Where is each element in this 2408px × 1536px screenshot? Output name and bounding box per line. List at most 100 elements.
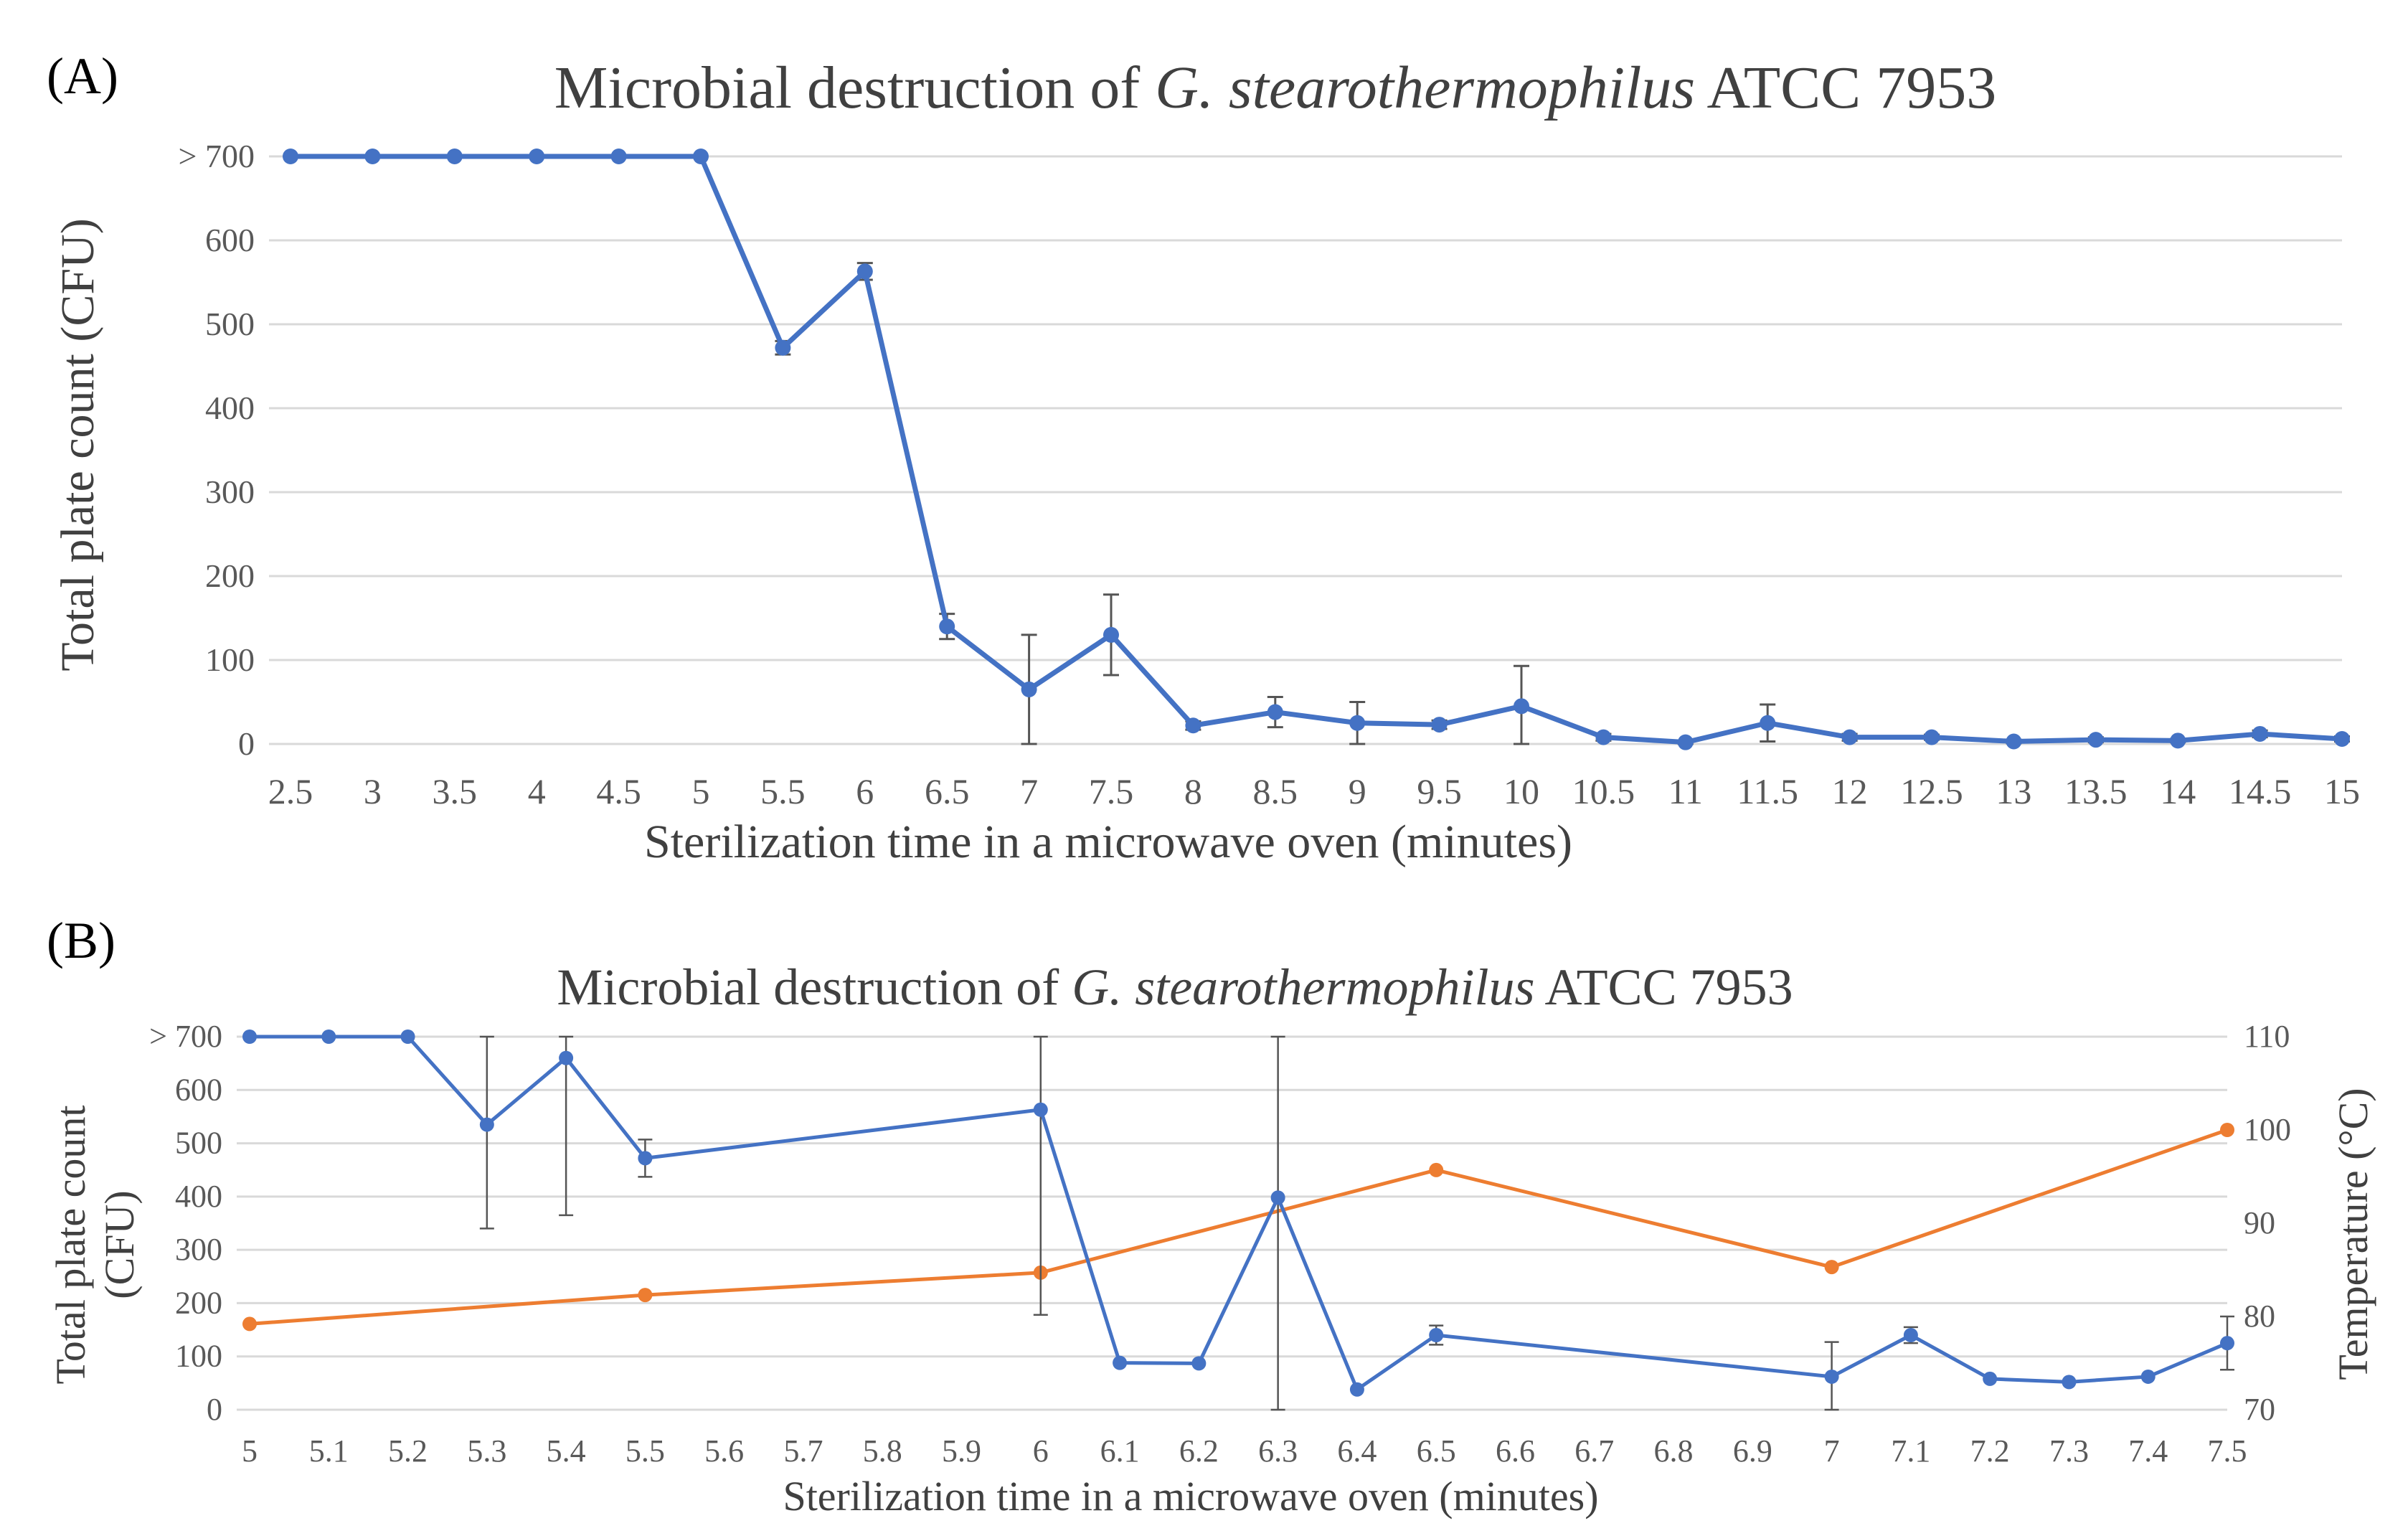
y-axis-ticks-a: 0 100 200 300 400 500 600 > 700 [179, 138, 255, 762]
panel-label-b: (B) [47, 912, 115, 969]
data-point-a [1431, 717, 1448, 733]
data-point-plate-count-b [242, 1030, 257, 1044]
data-point-a [2334, 730, 2350, 747]
x-tick-label-b: 7 [1824, 1433, 1840, 1469]
y-right-tick-label-b: 80 [2244, 1299, 2275, 1334]
data-point-a [1021, 681, 1037, 697]
data-point-plate-count-b [1191, 1356, 1207, 1371]
y-axis-label-b-line2: (CFU) [96, 1190, 143, 1299]
data-point-temperature-b [638, 1288, 653, 1303]
x-tick-label-b: 7.4 [2128, 1433, 2168, 1469]
data-point-plate-count-b [1903, 1328, 1918, 1342]
gridlines-b [237, 1035, 2227, 1411]
data-point-a [1349, 715, 1366, 731]
x-tick-label-a: 4 [528, 771, 546, 811]
y-tick-label-a: 200 [205, 557, 255, 594]
panel-label-a: (A) [47, 47, 118, 105]
x-tick-label-a: 12 [1832, 771, 1868, 811]
x-tick-label-a: 8.5 [1253, 771, 1298, 811]
y-tick-label-b: 300 [175, 1232, 222, 1267]
x-tick-label-a: 3.5 [433, 771, 478, 811]
data-point-plate-count-b [321, 1030, 336, 1044]
chart-panel-b: (B) Microbial destruction of G. stearoth… [47, 912, 2376, 1519]
x-tick-label-a: 14.5 [2229, 771, 2292, 811]
data-point-a [1103, 626, 1119, 643]
x-tick-label-b: 6.7 [1574, 1433, 1614, 1469]
data-point-plate-count-b [2220, 1336, 2234, 1351]
y-right-tick-label-b: 70 [2244, 1392, 2275, 1427]
x-axis-ticks-b: 5 5.1 5.2 5.3 5.4 5.5 5.6 5.7 5.8 5.9 6 6.1 6.2 6.3 6.… [242, 1433, 2247, 1469]
x-tick-label-a: 11.5 [1737, 771, 1798, 811]
chart-title-a-part3: ATCC 7953 [1695, 55, 1996, 121]
data-point-plate-count-b [400, 1030, 415, 1044]
x-tick-label-a: 12.5 [1900, 771, 1963, 811]
data-point-a [1760, 715, 1776, 731]
data-point-temperature-b [2220, 1123, 2234, 1137]
x-tick-label-b: 6.8 [1654, 1433, 1694, 1469]
x-tick-label-b: 5.2 [388, 1433, 428, 1469]
x-tick-label-b: 7.5 [2208, 1433, 2247, 1469]
chart-title-b-part1: Microbial destruction of [557, 958, 1072, 1016]
x-tick-label-b: 5.4 [547, 1433, 586, 1469]
error-bar-b [479, 1035, 494, 1230]
y-tick-label-a: 500 [205, 306, 255, 342]
x-tick-label-a: 5.5 [760, 771, 806, 811]
y-tick-label-b: 400 [175, 1179, 222, 1214]
x-tick-label-a: 13.5 [2064, 771, 2128, 811]
x-tick-label-b: 7.1 [1891, 1433, 1930, 1469]
x-tick-label-b: 5.9 [942, 1433, 981, 1469]
x-tick-label-a: 6 [856, 771, 874, 811]
chart-title-a: Microbial destruction of G. stearothermo… [554, 55, 1996, 121]
data-point-temperature-b [1824, 1260, 1839, 1275]
chart-title-b: Microbial destruction of G. stearothermo… [557, 958, 1793, 1016]
y-axis-right-ticks-b: 70 80 90 100 110 [2244, 1019, 2291, 1427]
x-axis-label-b: Sterilization time in a microwave oven (… [783, 1473, 1598, 1519]
data-point-a [1267, 704, 1283, 720]
data-point-a [1514, 698, 1529, 715]
y-tick-label-b: 200 [175, 1285, 222, 1320]
error-bar-b [559, 1035, 574, 1217]
series-line-plate-count-a [291, 154, 2343, 745]
data-point-plate-count-b [1983, 1371, 1998, 1386]
x-tick-label-b: 7.2 [1970, 1433, 2010, 1469]
x-tick-label-a: 3 [364, 771, 382, 811]
x-tick-label-a: 7 [1020, 771, 1038, 811]
y-right-tick-label-b: 110 [2244, 1019, 2290, 1054]
chart-title-b-part3: ATCC 7953 [1535, 958, 1793, 1016]
y-tick-label-a: 100 [205, 641, 255, 678]
series-line-temperature-b [249, 1128, 2228, 1326]
x-tick-label-a: 10.5 [1572, 771, 1635, 811]
data-point-a [856, 263, 873, 280]
x-tick-label-a: 14 [2160, 771, 2196, 811]
gridlines-a [269, 155, 2342, 745]
x-axis-label-a: Sterilization time in a microwave oven (… [644, 816, 1572, 868]
data-point-a [939, 618, 955, 635]
y-tick-label-a: 600 [205, 222, 255, 258]
data-point-a [1924, 729, 1940, 745]
x-tick-label-a: 8 [1184, 771, 1202, 811]
chart-panel-a: (A) Microbial destruction of G. stearoth… [47, 47, 2360, 868]
x-tick-label-b: 5.3 [467, 1433, 506, 1469]
data-point-a [283, 149, 298, 164]
data-point-plate-count-b [559, 1050, 574, 1065]
x-tick-label-b: 5.1 [309, 1433, 349, 1469]
x-tick-label-b: 7.3 [2049, 1433, 2089, 1469]
data-point-a [610, 149, 627, 164]
y-tick-label-b: 500 [175, 1126, 222, 1161]
x-tick-label-b: 5 [242, 1433, 258, 1469]
data-point-plate-count-b [1270, 1190, 1285, 1205]
data-point-a [529, 149, 545, 164]
x-tick-label-a: 2.5 [268, 771, 313, 811]
series-points-temperature-b [242, 1123, 2234, 1332]
data-point-plate-count-b [1113, 1355, 1128, 1370]
y-axis-right-label-b: Temperature (°C) [2330, 1088, 2376, 1380]
x-tick-label-b: 6.9 [1733, 1433, 1772, 1469]
x-tick-label-a: 10 [1503, 771, 1539, 811]
x-tick-label-a: 13 [1996, 771, 2031, 811]
data-point-plate-count-b [638, 1151, 653, 1166]
data-point-temperature-b [242, 1316, 257, 1332]
data-point-plate-count-b [479, 1117, 494, 1132]
data-point-a [1595, 729, 1612, 745]
x-tick-label-b: 6.4 [1337, 1433, 1377, 1469]
y-right-tick-label-b: 100 [2244, 1112, 2291, 1147]
